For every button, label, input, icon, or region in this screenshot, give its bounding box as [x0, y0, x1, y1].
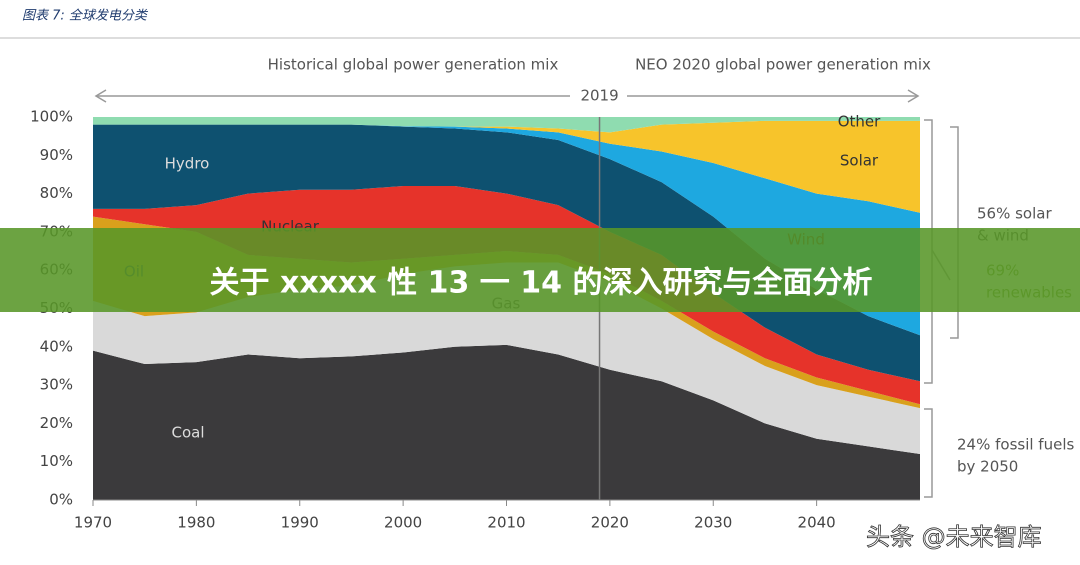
series-label: Solar	[840, 152, 879, 170]
annotation: 24% fossil fuels	[957, 436, 1074, 454]
annotation: 56% solar	[977, 205, 1052, 223]
watermark: 头条 @未来智库	[866, 523, 1042, 551]
x-tick-label: 2010	[487, 514, 525, 532]
heading: Historical global power generation mix	[268, 56, 559, 74]
area	[93, 120, 920, 213]
y-tick-label: 90%	[40, 146, 73, 164]
series-label: Coal	[171, 424, 204, 442]
x-tick-label: 1990	[281, 514, 319, 532]
x-tick-label: 2030	[694, 514, 732, 532]
area	[93, 117, 920, 133]
series-label: Hydro	[165, 155, 210, 173]
y-tick-label: 30%	[40, 376, 73, 394]
x-tick-label: 2020	[591, 514, 629, 532]
area	[93, 344, 920, 500]
area	[93, 124, 920, 336]
series-label: Other	[838, 113, 881, 131]
x-tick-label: 1970	[74, 514, 112, 532]
y-tick-label: 80%	[40, 184, 73, 202]
timeline-arrow	[94, 89, 920, 103]
y-tick-label: 40%	[40, 337, 73, 355]
banner	[0, 228, 1080, 312]
caption: 图表 7: 全球发电分类	[22, 8, 149, 24]
x-tick-label: 1980	[177, 514, 215, 532]
y-tick-label: 0%	[49, 491, 73, 509]
y-tick-label: 100%	[30, 108, 73, 126]
x-tick-label: 2040	[798, 514, 836, 532]
divider-label: 2019	[580, 87, 618, 105]
heading: NEO 2020 global power generation mix	[635, 56, 931, 74]
annotation: by 2050	[957, 458, 1018, 476]
y-tick-label: 20%	[40, 414, 73, 432]
x-tick-label: 2000	[384, 514, 422, 532]
banner-title: 关于 xxxxx 性 13 一 14 的深入研究与全面分析	[210, 266, 873, 301]
y-tick-label: 10%	[40, 452, 73, 470]
area	[93, 124, 920, 382]
